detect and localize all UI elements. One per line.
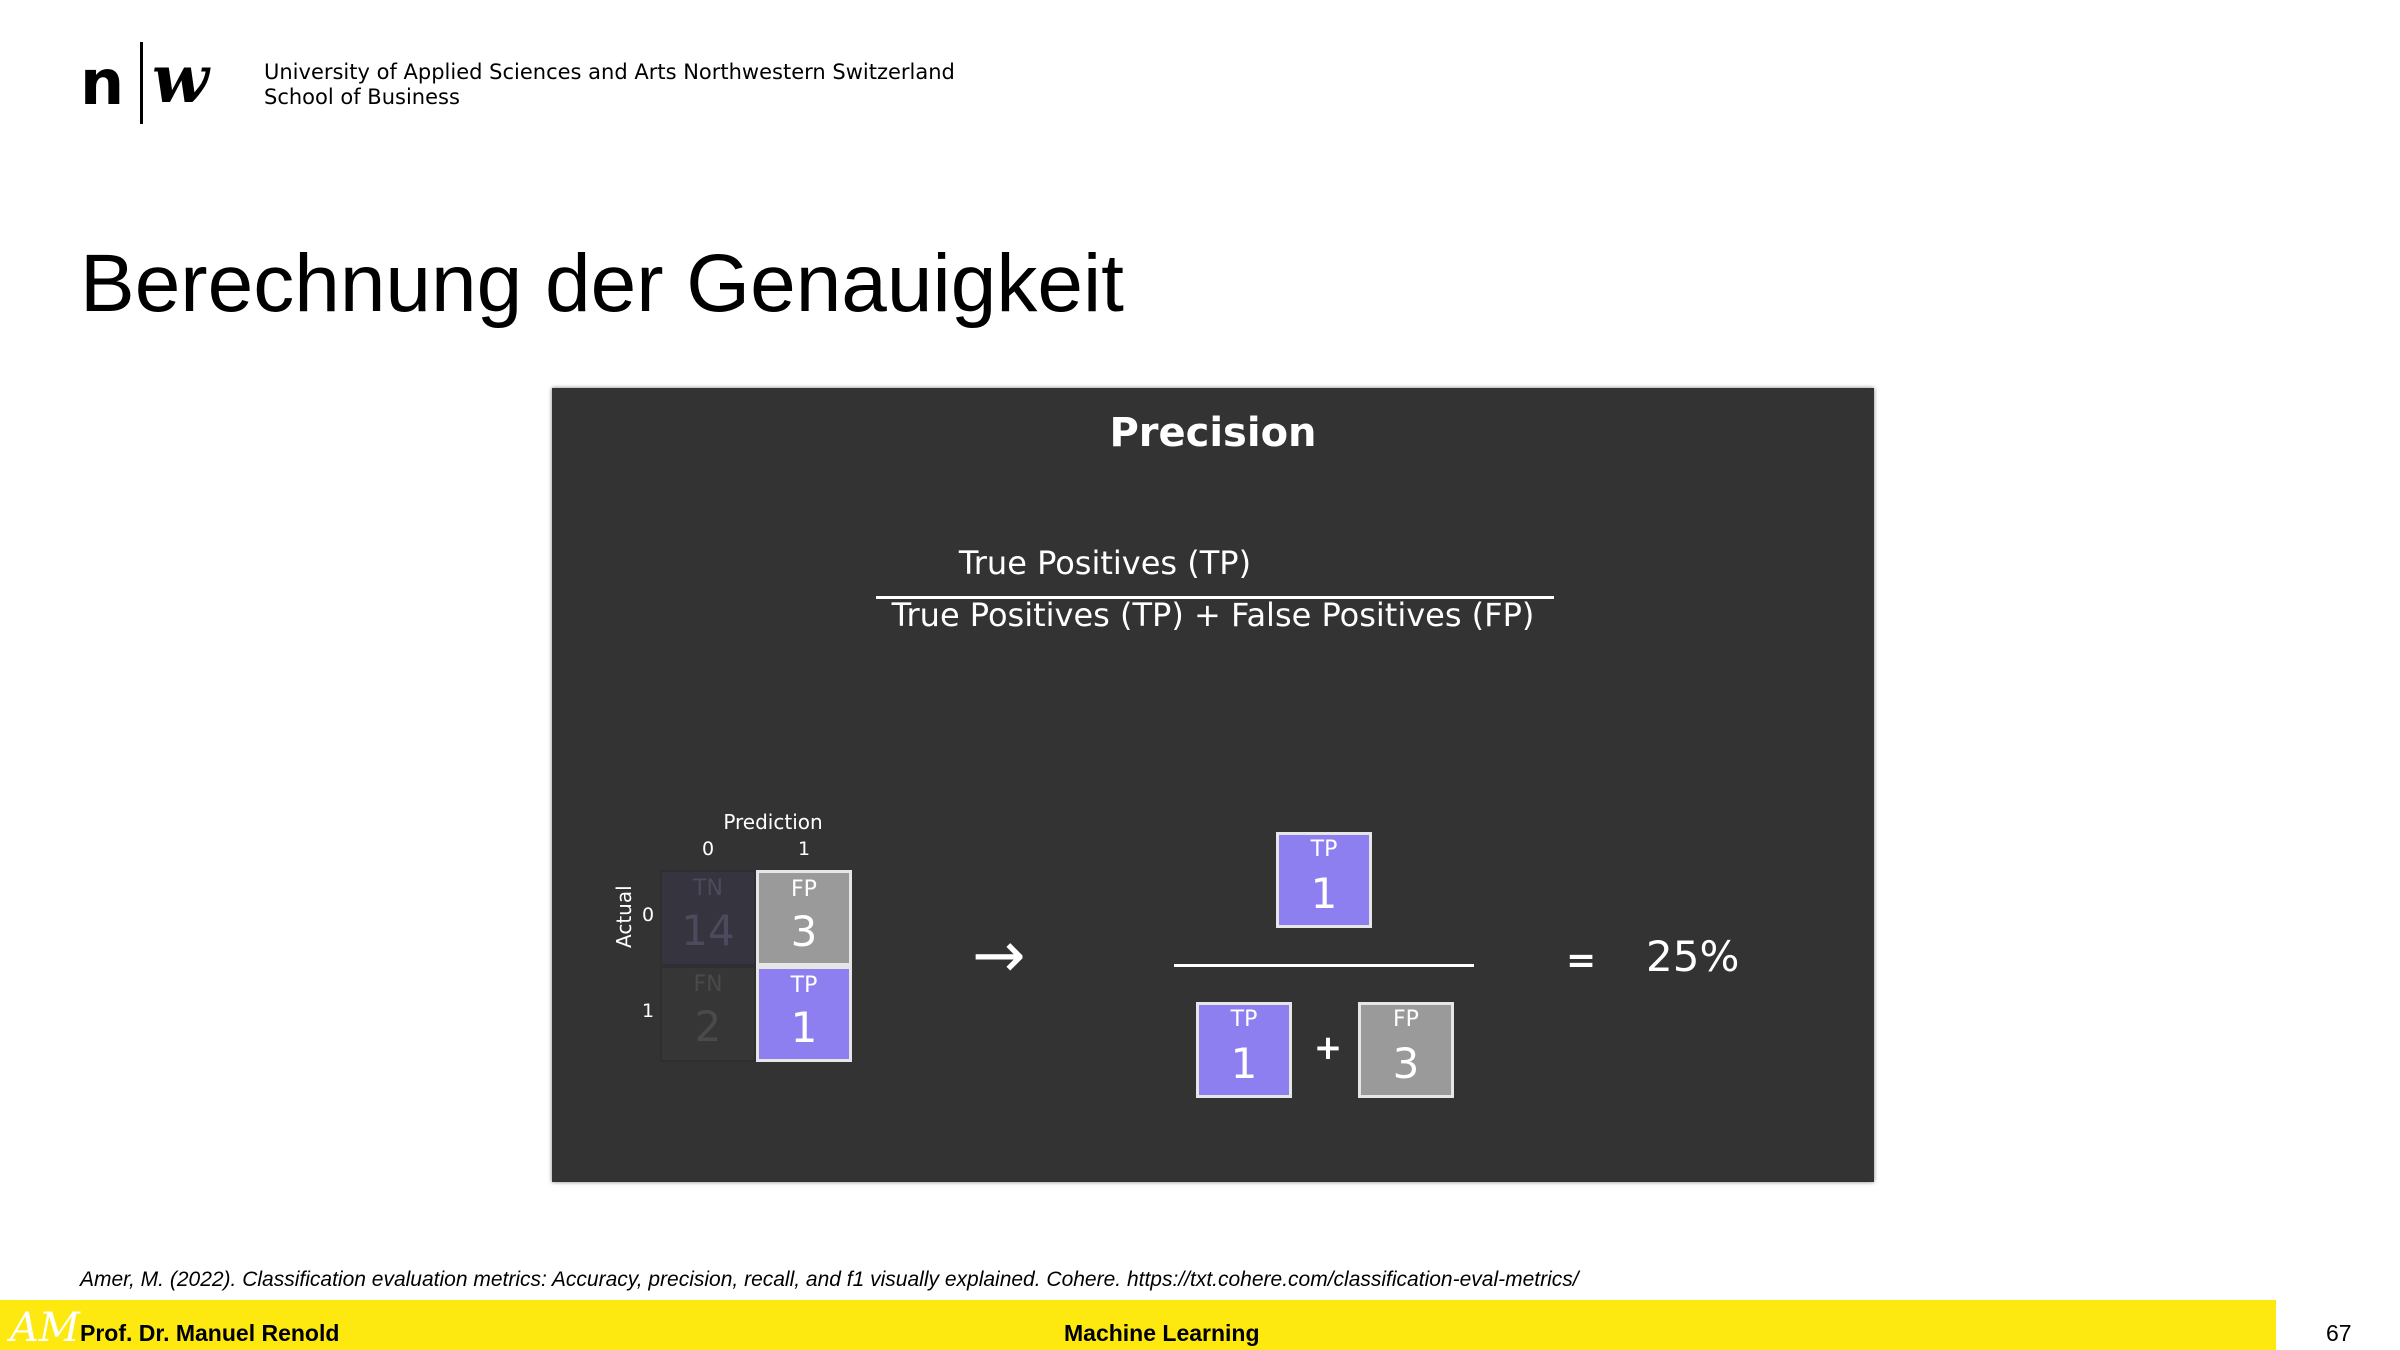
institution-line-1: University of Applied Sciences and Arts … <box>264 60 955 84</box>
citation: Amer, M. (2022). Classification evaluati… <box>80 1268 1579 1291</box>
col-label-0: 0 <box>701 838 715 860</box>
footer-course: Machine Learning <box>1064 1320 1260 1346</box>
calc-den-fp-value: 3 <box>1392 1039 1420 1088</box>
logo-letter-n: n <box>80 46 125 119</box>
fhnw-logo: n w <box>80 40 230 126</box>
cell-tp-label: TP <box>790 973 818 998</box>
footer-bar: AM Prof. Dr. Manuel Renold Machine Learn… <box>0 1300 2276 1350</box>
calc-fraction-line <box>1174 964 1474 967</box>
formula-numerator: True Positives (TP) <box>958 544 1252 582</box>
cell-tn-value: 14 <box>681 906 735 955</box>
actual-axis-label: Actual <box>612 885 636 948</box>
logo-divider <box>140 42 143 124</box>
calc-denominator-tp: TP 1 <box>1196 1002 1292 1098</box>
panel-title: Precision <box>1109 410 1317 456</box>
calc-den-tp-value: 1 <box>1230 1039 1258 1088</box>
precision-panel: Precision True Positives (TP) True Posit… <box>552 388 1874 1182</box>
calc-denominator-fp: FP 3 <box>1358 1002 1454 1098</box>
formula-fraction-line <box>876 596 1554 599</box>
precision-result: 25% <box>1646 932 1740 981</box>
calc-den-tp-label: TP <box>1230 1007 1258 1032</box>
row-label-1: 1 <box>641 1000 655 1022</box>
page-number: 67 <box>2326 1320 2352 1346</box>
matrix-cell-fp: FP 3 <box>756 870 852 966</box>
plus-sign: + <box>1313 1028 1343 1068</box>
cell-fn-label: FN <box>693 972 723 997</box>
calc-den-fp-label: FP <box>1393 1007 1419 1032</box>
matrix-cell-fn: FN 2 <box>660 966 756 1062</box>
cell-fp-label: FP <box>791 877 817 902</box>
row-label-0: 0 <box>641 904 655 926</box>
calc-numerator-label: TP <box>1310 837 1338 862</box>
institution-name: University of Applied Sciences and Arts … <box>264 60 955 110</box>
matrix-cell-tp: TP 1 <box>756 966 852 1062</box>
slide-title: Berechnung der Genauigkeit <box>80 238 1124 329</box>
logo-letter-w: w <box>152 40 209 118</box>
formula-denominator: True Positives (TP) + False Positives (F… <box>891 596 1535 634</box>
equals-sign: = <box>1566 940 1597 981</box>
calc-numerator-tp: TP 1 <box>1276 832 1372 928</box>
cell-fn-value: 2 <box>694 1002 722 1051</box>
footer-author: Prof. Dr. Manuel Renold <box>80 1320 340 1346</box>
calc-numerator-value: 1 <box>1310 869 1338 918</box>
institution-line-2: School of Business <box>264 85 460 109</box>
col-label-1: 1 <box>797 838 811 860</box>
cell-tp-value: 1 <box>790 1003 818 1052</box>
prediction-axis-label: Prediction <box>723 810 823 834</box>
right-arrow-icon: → <box>972 919 1026 993</box>
cell-tn-label: TN <box>693 876 723 901</box>
matrix-cell-tn: TN 14 <box>660 870 756 966</box>
am-logo: AM <box>10 1305 80 1350</box>
cell-fp-value: 3 <box>790 907 818 956</box>
